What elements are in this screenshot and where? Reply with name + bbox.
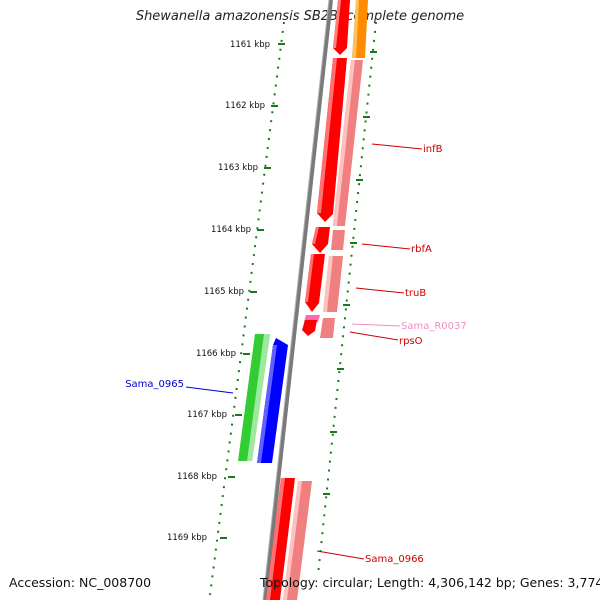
right-major-ticks [323, 51, 377, 495]
tick-label-1168: 1168 kbp [177, 472, 217, 482]
tick-label-1165: 1165 kbp [204, 287, 244, 297]
genome-summary-text: Topology: circular; Length: 4,306,142 bp… [260, 575, 600, 590]
label-infB[interactable]: infB [423, 144, 443, 155]
gene-rpsO[interactable] [302, 320, 317, 336]
gene-infB[interactable] [317, 58, 347, 222]
tick-label-1164: 1164 kbp [211, 225, 251, 235]
label-Sama_0965[interactable]: Sama_0965 [125, 379, 184, 390]
label-rbfA[interactable]: rbfA [411, 244, 432, 255]
label-truB[interactable]: truB [405, 288, 426, 299]
tick-label-1163: 1163 kbp [218, 163, 258, 173]
tick-label-1166: 1166 kbp [196, 349, 236, 359]
tick-label-1162: 1162 kbp [225, 101, 265, 111]
label-rpsO[interactable]: rpsO [399, 336, 423, 347]
tick-label-1169: 1169 kbp [167, 533, 207, 543]
left-dotted-axis [209, 21, 285, 596]
label-Sama_0966[interactable]: Sama_0966 [365, 554, 424, 565]
gene-rpsO-pink[interactable] [320, 318, 335, 338]
map-title: Shewanella amazonensis SB2B, complete ge… [135, 9, 465, 24]
accession-text: Accession: NC_008700 [9, 575, 152, 590]
label-Sama_R0037[interactable]: Sama_R0037 [401, 321, 467, 332]
gene-rbfA-pink[interactable] [331, 230, 345, 250]
genome-backbone [263, 0, 333, 600]
tick-label-1167: 1167 kbp [187, 410, 227, 420]
left-major-ticks [220, 43, 285, 539]
tick-label-1161: 1161 kbp [230, 40, 270, 50]
